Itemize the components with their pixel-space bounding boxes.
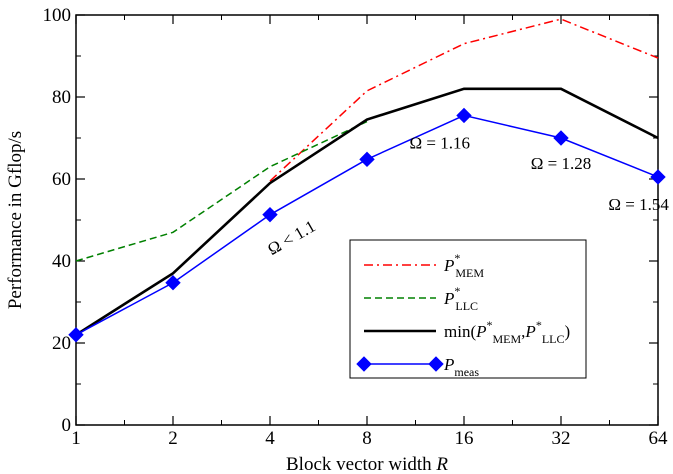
series-line-mem — [269, 18, 659, 182]
x-tick-label: 32 — [552, 428, 571, 449]
series-line-llc — [75, 120, 368, 262]
y-tick-label: 0 — [62, 415, 72, 436]
y-tick-label: 20 — [52, 333, 71, 354]
data-point-meas — [359, 151, 375, 168]
omega-annotation: Ω = 1.16 — [410, 133, 470, 152]
y-tick-label: 40 — [52, 251, 71, 272]
x-tick-label: 2 — [168, 428, 178, 449]
data-point-meas — [553, 130, 569, 146]
data-point-meas — [262, 206, 278, 223]
x-tick-label: 1 — [71, 428, 81, 449]
data-point-meas — [165, 275, 181, 291]
legend-marker-meas — [428, 356, 444, 372]
data-point-meas — [456, 107, 472, 124]
y-tick-label: 100 — [43, 5, 72, 26]
y-tick-label: 80 — [52, 87, 71, 108]
y-tick-label: 60 — [52, 169, 71, 190]
x-tick-label: 64 — [649, 428, 669, 449]
omega-annotation: Ω < 1.1 — [264, 217, 319, 259]
x-axis-label: Block vector width R — [286, 454, 448, 474]
legend-label-llc: P* LLC — [443, 284, 478, 313]
series-line-min — [75, 87, 659, 336]
x-tick-label: 8 — [362, 428, 372, 449]
x-tick-label: 16 — [455, 428, 474, 449]
legend-box — [349, 239, 587, 379]
legend-label-min: min(P*MEM,P*LLC) — [444, 318, 570, 346]
legend-label-mem: P* MEM — [443, 251, 484, 280]
legend-marker-meas — [356, 356, 372, 372]
x-tick-label: 4 — [265, 428, 275, 449]
legend-label-meas: Pmeas — [443, 355, 479, 379]
data-point-meas — [68, 327, 84, 343]
data-point-meas — [650, 169, 666, 185]
y-axis-label: Performance in Gflop/s — [5, 131, 26, 309]
omega-annotation: Ω = 1.54 — [608, 195, 669, 214]
omega-annotation: Ω = 1.28 — [531, 154, 591, 173]
